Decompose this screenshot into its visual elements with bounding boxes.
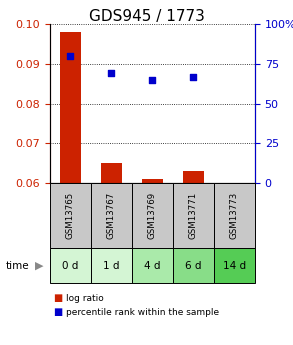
Point [68,53,73,59]
Text: ■: ■ [53,307,62,317]
Text: 4 d: 4 d [144,261,161,270]
Point [109,71,114,76]
Text: ▶: ▶ [35,261,44,270]
Text: 1 d: 1 d [103,261,120,270]
Text: ■: ■ [53,294,62,303]
Text: GSM13769: GSM13769 [148,192,157,239]
Text: log ratio: log ratio [66,294,104,303]
Text: 0 d: 0 d [62,261,79,270]
Text: GSM13767: GSM13767 [107,192,116,239]
Bar [142,179,163,183]
Text: GSM13765: GSM13765 [66,192,75,239]
Text: GDS945 / 1773: GDS945 / 1773 [88,9,205,23]
Bar [60,32,81,183]
Text: percentile rank within the sample: percentile rank within the sample [66,308,219,317]
Text: time: time [6,261,30,270]
Text: 6 d: 6 d [185,261,202,270]
Point [191,74,196,79]
Text: GSM13773: GSM13773 [230,192,239,239]
Text: GSM13771: GSM13771 [189,192,198,239]
Point [150,77,155,82]
Bar [101,163,122,183]
Text: 14 d: 14 d [223,261,246,270]
Bar [183,171,204,183]
